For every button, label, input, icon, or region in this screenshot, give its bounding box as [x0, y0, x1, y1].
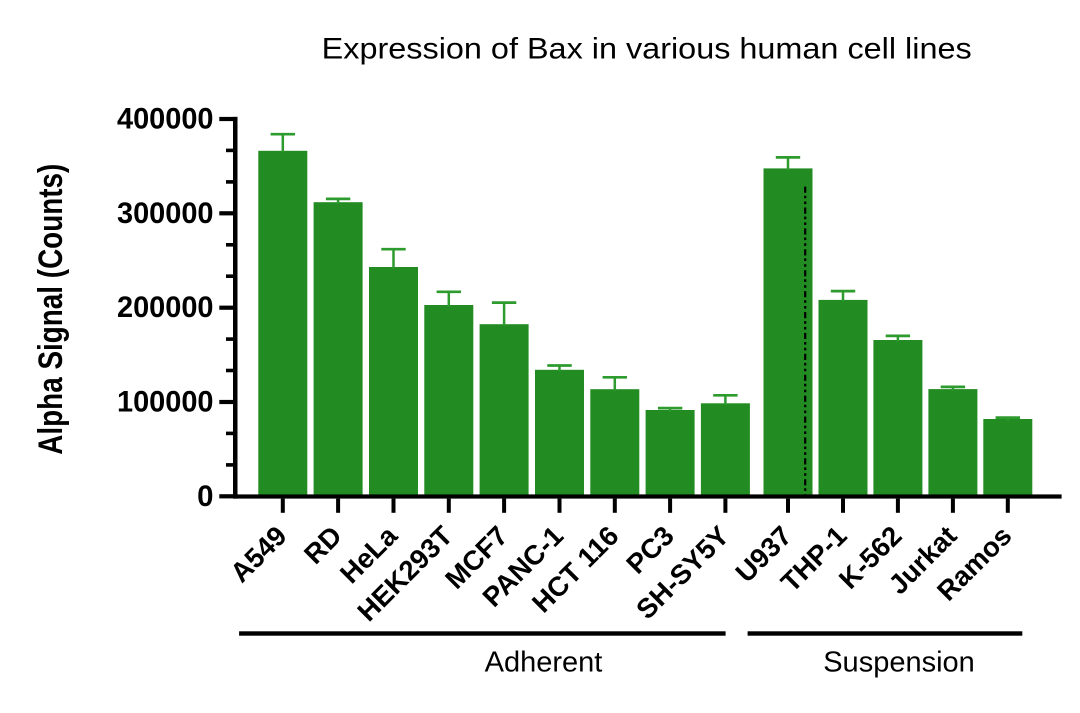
svg-text:400000: 400000 [117, 103, 214, 136]
svg-text:Suspension: Suspension [823, 646, 975, 678]
svg-text:100000: 100000 [117, 386, 214, 419]
svg-text:Expression of Bax in various h: Expression of Bax in various human cell … [322, 32, 972, 65]
svg-text:Alpha Signal (Counts): Alpha Signal (Counts) [32, 164, 70, 455]
svg-text:Adherent: Adherent [485, 646, 603, 678]
svg-text:0: 0 [197, 480, 213, 513]
svg-text:200000: 200000 [117, 291, 214, 324]
svg-text:300000: 300000 [117, 197, 214, 230]
